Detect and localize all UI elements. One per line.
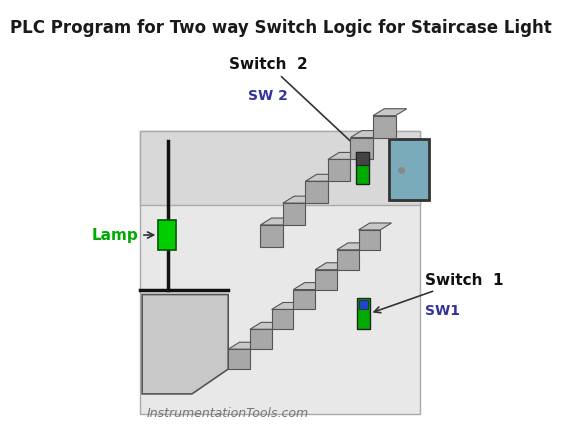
Polygon shape	[293, 283, 327, 290]
Polygon shape	[337, 243, 370, 250]
Polygon shape	[315, 270, 337, 290]
Polygon shape	[305, 181, 328, 203]
Text: PLC Program for Two way Switch Logic for Staircase Light: PLC Program for Two way Switch Logic for…	[10, 19, 551, 37]
Polygon shape	[260, 225, 283, 247]
Polygon shape	[358, 223, 392, 230]
Polygon shape	[228, 342, 261, 349]
Polygon shape	[337, 250, 358, 270]
Polygon shape	[315, 263, 348, 270]
Polygon shape	[272, 303, 305, 310]
Bar	[356, 152, 369, 165]
Bar	[158, 220, 176, 250]
Polygon shape	[351, 131, 384, 137]
Text: SW 2: SW 2	[249, 89, 288, 103]
Polygon shape	[272, 310, 293, 329]
Polygon shape	[283, 196, 316, 203]
Polygon shape	[328, 159, 351, 181]
Polygon shape	[328, 152, 362, 159]
Polygon shape	[250, 329, 272, 349]
Polygon shape	[250, 323, 283, 329]
Bar	[357, 298, 370, 329]
Polygon shape	[283, 203, 305, 225]
Polygon shape	[373, 116, 396, 137]
Polygon shape	[358, 230, 380, 250]
Polygon shape	[260, 218, 294, 225]
Bar	[356, 152, 369, 184]
Polygon shape	[351, 137, 373, 159]
Polygon shape	[293, 290, 315, 310]
Text: SW1: SW1	[425, 304, 460, 319]
Text: Switch  2: Switch 2	[229, 57, 359, 149]
Polygon shape	[228, 349, 250, 369]
Text: Lamp: Lamp	[91, 228, 154, 243]
Bar	[140, 131, 420, 205]
Polygon shape	[373, 109, 407, 116]
Bar	[140, 131, 420, 414]
Polygon shape	[305, 174, 339, 181]
Bar	[358, 299, 368, 309]
Polygon shape	[142, 295, 228, 394]
Bar	[389, 139, 429, 200]
Text: InstrumentationTools.com: InstrumentationTools.com	[147, 407, 309, 420]
Text: Switch  1: Switch 1	[374, 272, 504, 313]
